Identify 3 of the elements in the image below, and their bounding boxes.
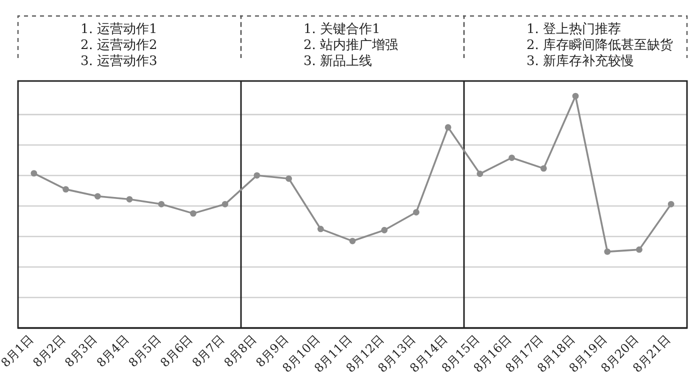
- annotation: 1. 登上热门推荐 2. 库存瞬间降低甚至缺货 3. 新库存补充较慢: [526, 22, 673, 69]
- annotation: 1. 运营动作1 2. 运营动作2 3. 运营动作3: [80, 22, 158, 69]
- annotation: 1. 关键合作1 2. 站内推广增强 3. 新品上线: [303, 22, 398, 69]
